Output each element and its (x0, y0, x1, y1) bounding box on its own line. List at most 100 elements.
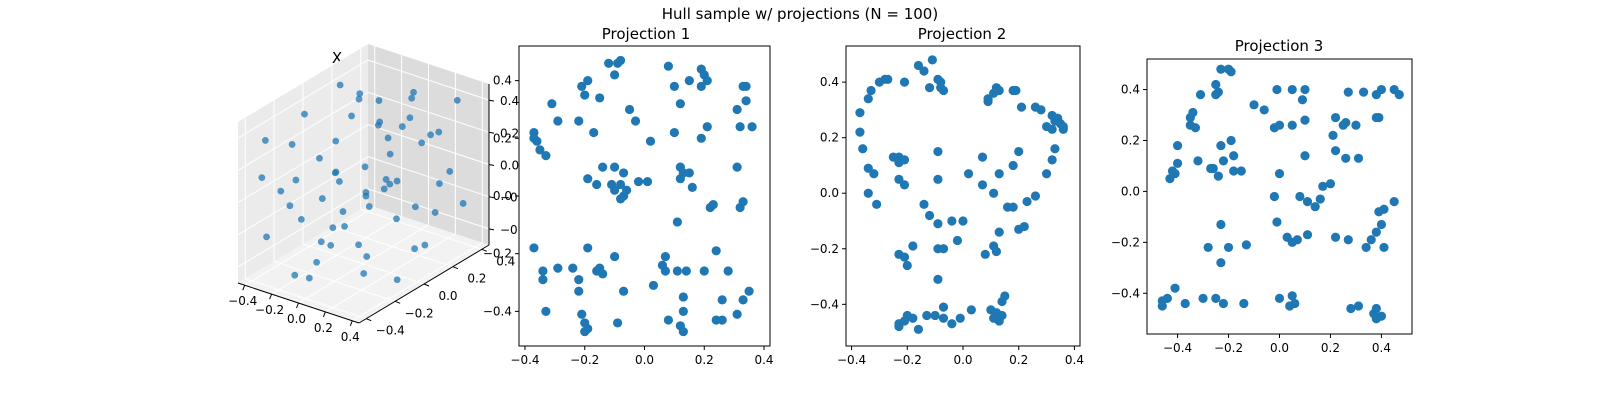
data-point (919, 199, 929, 209)
data-point (980, 249, 990, 259)
plot-title-projection-3: Projection 3 (1235, 37, 1323, 55)
x-tick-label: 0.2 (1321, 341, 1340, 355)
data-point (681, 266, 691, 276)
y-tick-label: −0.4 (376, 324, 405, 338)
data-point-3d (360, 270, 368, 277)
data-point (1047, 155, 1057, 165)
x-tick-label: 0.0 (953, 353, 972, 367)
y-tick-mark (452, 266, 459, 270)
data-point (615, 179, 626, 190)
grid-line (237, 59, 490, 139)
data-point-3d (341, 222, 348, 230)
data-point (583, 174, 593, 184)
data-point (1330, 112, 1341, 123)
data-point (1216, 219, 1226, 230)
grid-line (244, 46, 376, 286)
data-point (1000, 291, 1010, 301)
data-point (1353, 301, 1364, 311)
x-tick-label: −0.2 (255, 303, 284, 317)
data-point (872, 199, 882, 209)
plot-title-projection-1: Projection 1 (602, 25, 690, 43)
x-tick-label: −0.4 (1163, 341, 1192, 355)
data-point-3d (431, 209, 439, 216)
y-tick-label: 0.0 (820, 186, 839, 200)
data-point (630, 116, 641, 126)
data-point-3d (348, 112, 355, 120)
projection-3-plot: Projection 3 −0.4 −0.2 0.0 0.2 0.4 −0.4 −0.2 0.… (1111, 37, 1413, 355)
data-point (913, 60, 924, 71)
data-point (541, 151, 551, 161)
data-point (1211, 90, 1221, 100)
data-point-3d (363, 253, 371, 260)
plot-frame (845, 45, 1081, 347)
y-tick-label: 0.2 (1121, 133, 1140, 147)
z-tick-mark (488, 164, 495, 166)
data-point-3d (393, 177, 401, 185)
data-point (672, 266, 682, 276)
data-point-3d (297, 215, 305, 223)
data-point (1300, 151, 1310, 161)
data-point (618, 191, 629, 201)
data-point (574, 286, 584, 296)
data-point (894, 174, 904, 184)
data-point (924, 83, 935, 93)
data-point (615, 55, 626, 66)
data-point (913, 324, 924, 334)
data-point (574, 275, 584, 285)
data-point (1216, 258, 1226, 268)
data-point (863, 94, 873, 104)
data-point (1274, 293, 1285, 303)
grid-line (302, 83, 425, 285)
y-tick-label: 0.0 (493, 189, 512, 203)
data-point-3d (421, 241, 429, 249)
y-tick-label: −0.2 (483, 247, 512, 261)
data-point (963, 169, 974, 179)
data-point (532, 136, 542, 146)
data-point (994, 85, 1004, 96)
data-point (1022, 196, 1032, 207)
data-point-3d (393, 215, 400, 223)
grid-line (237, 123, 490, 203)
data-point (947, 319, 957, 329)
x-tick-label: 0.2 (314, 321, 333, 335)
data-point (1259, 105, 1269, 115)
data-point (855, 127, 865, 137)
data-point-3d (356, 90, 364, 98)
x-tick-label: 0.4 (341, 330, 360, 344)
data-point (924, 210, 935, 221)
x-tick-label: −0.4 (837, 353, 866, 367)
data-point (1302, 230, 1313, 240)
data-point (997, 310, 1007, 321)
z-tick-mark (488, 131, 495, 134)
data-point (583, 76, 593, 86)
z-tick-label: 0.2 (500, 126, 519, 140)
data-point-3d (329, 224, 337, 232)
x-tick-mark (269, 293, 273, 300)
plot-frame (518, 45, 771, 347)
data-point (1172, 158, 1183, 168)
y-tick-label: −0.4 (1111, 286, 1140, 300)
data-point (1330, 146, 1341, 156)
data-point-3d (406, 114, 414, 122)
data-point (936, 83, 946, 93)
data-point-3d (365, 203, 373, 210)
data-point (744, 286, 754, 296)
data-point (547, 99, 557, 109)
data-point-3d (393, 276, 401, 284)
plot-frame (1146, 58, 1413, 335)
data-point (1287, 291, 1297, 301)
data-point (577, 81, 587, 91)
data-point (1208, 163, 1218, 174)
projection-2-plot: Projection 2 −0.4 −0.2 0.0 0.2 0.4 −0.4 −0.2 0.… (810, 25, 1084, 367)
z-tick-mark (488, 196, 495, 199)
x-tick-label: 0.2 (1009, 353, 1028, 367)
x-tick-label: 0.0 (635, 353, 654, 367)
data-point (1218, 298, 1229, 309)
data-point (669, 127, 679, 138)
data-point (1223, 242, 1234, 253)
data-point (598, 269, 608, 279)
grid-line (273, 100, 396, 302)
data-point (1180, 298, 1190, 309)
data-point (538, 275, 548, 285)
data-point-3d (412, 203, 419, 211)
